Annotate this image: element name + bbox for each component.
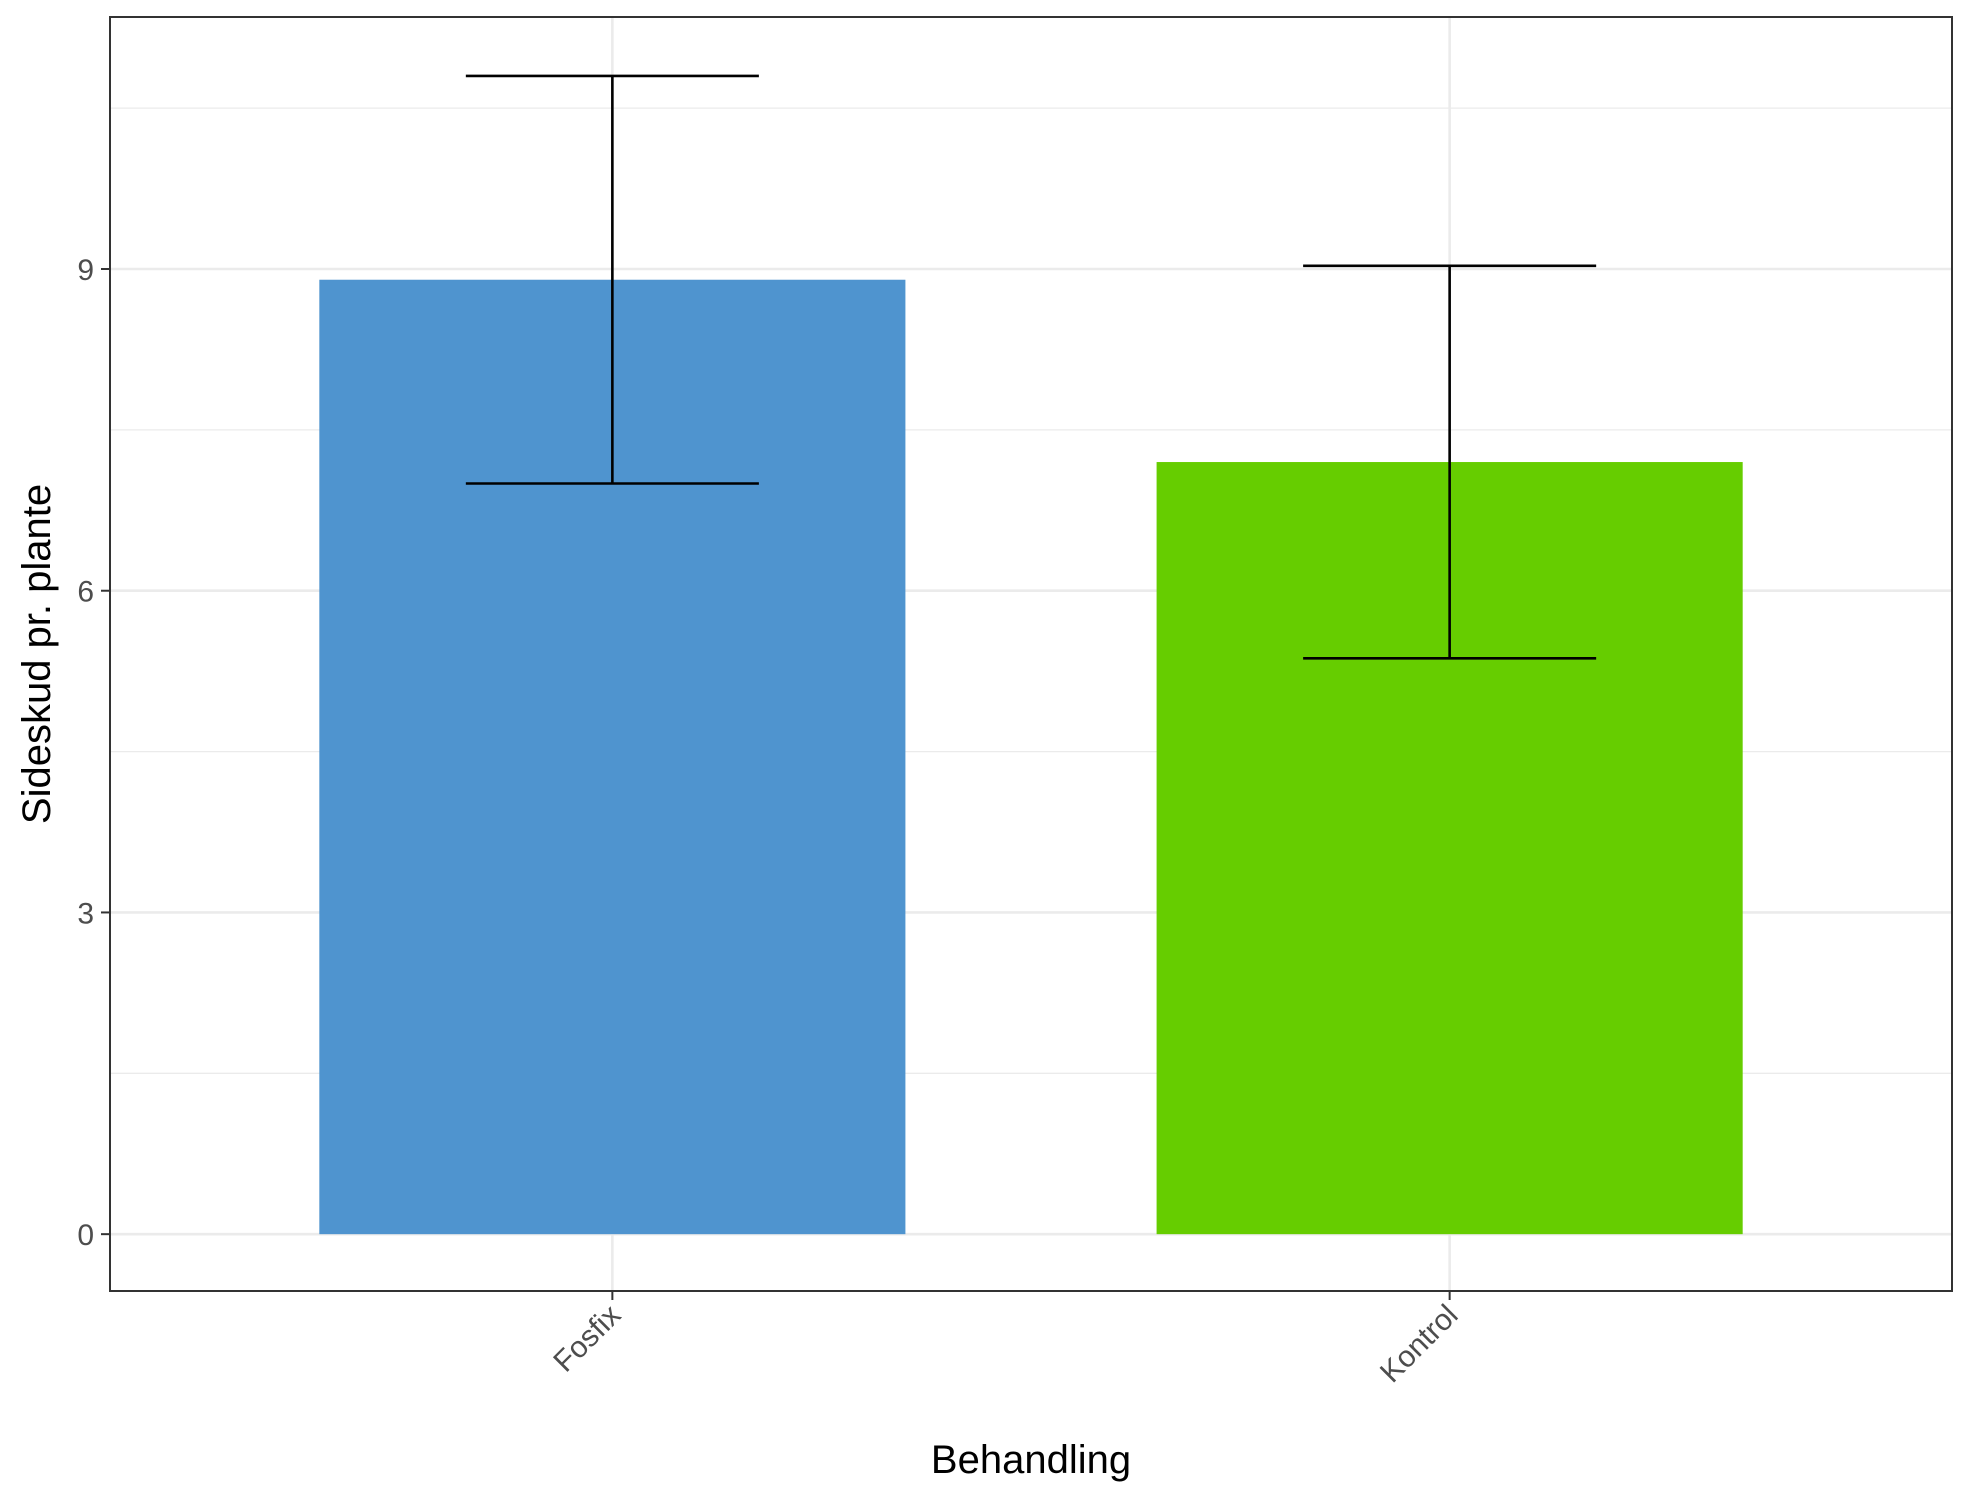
- y-tick-label: 6: [77, 576, 94, 609]
- y-tick-label: 3: [77, 897, 94, 930]
- y-axis-ticks: 0 3 6 9: [77, 254, 110, 1252]
- error-bar-fosfix: [465, 74, 759, 485]
- x-axis-title: Behandling: [931, 1438, 1131, 1482]
- error-bars: [465, 74, 1597, 660]
- y-tick-label: 0: [77, 1219, 94, 1252]
- error-bar-kontrol: [1303, 264, 1597, 660]
- y-tick-label: 9: [77, 254, 94, 287]
- panel-border: [109, 16, 1953, 1292]
- bars: [319, 279, 1743, 1235]
- y-axis-title: Sideskud pr. plante: [15, 484, 59, 824]
